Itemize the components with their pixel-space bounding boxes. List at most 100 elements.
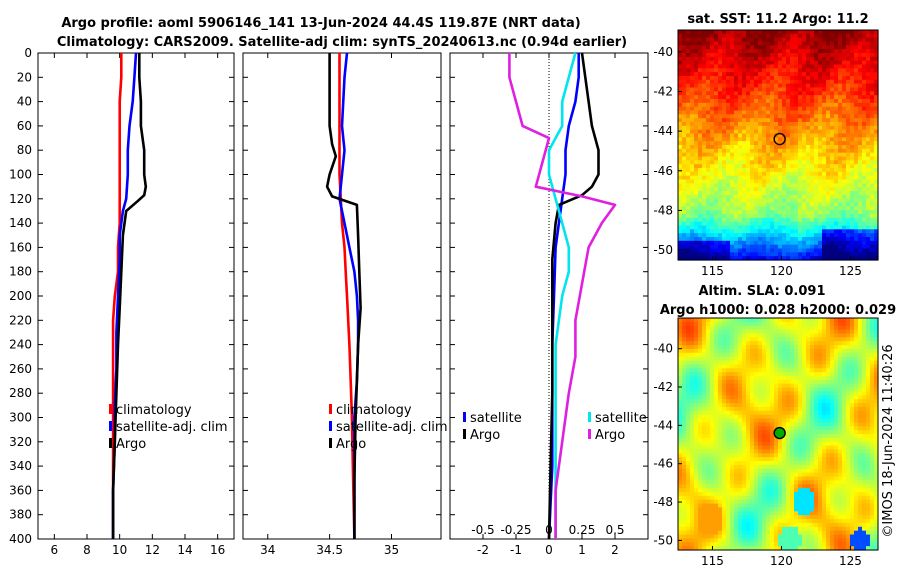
map-cell bbox=[782, 64, 787, 69]
map-cell bbox=[794, 171, 799, 177]
map-cell bbox=[730, 210, 735, 215]
map-cell bbox=[754, 360, 759, 365]
map-cell bbox=[790, 64, 795, 69]
map-cell bbox=[778, 125, 783, 131]
map-cell bbox=[794, 248, 799, 253]
map-cell bbox=[738, 49, 743, 54]
map-cell bbox=[738, 325, 743, 331]
map-cell bbox=[746, 345, 751, 350]
map-cell bbox=[730, 403, 735, 408]
map-cell bbox=[814, 403, 819, 408]
map-cell bbox=[790, 406, 795, 412]
map-cell bbox=[786, 368, 791, 373]
map-cell bbox=[734, 87, 739, 92]
map-cell bbox=[702, 164, 707, 169]
map-cell bbox=[770, 171, 775, 177]
map-cell bbox=[854, 72, 859, 77]
map-cell bbox=[758, 240, 763, 246]
map-cell bbox=[802, 72, 807, 77]
map-cell bbox=[754, 148, 759, 154]
map-cell bbox=[838, 37, 843, 43]
salinity-series-argo bbox=[325, 53, 362, 539]
map-cell bbox=[862, 194, 867, 200]
map-cell bbox=[710, 217, 715, 223]
map-cell bbox=[750, 395, 755, 400]
map-cell bbox=[694, 383, 699, 389]
map-cell bbox=[866, 83, 871, 89]
map-cell bbox=[774, 406, 779, 412]
map-cell bbox=[706, 30, 711, 35]
map-cell bbox=[702, 348, 707, 354]
map-cell bbox=[866, 91, 871, 96]
map-cell bbox=[798, 68, 803, 73]
map-cell bbox=[802, 60, 807, 66]
map-cell bbox=[746, 437, 751, 443]
map-cell bbox=[690, 145, 695, 150]
map-cell bbox=[838, 156, 843, 161]
map-cell bbox=[706, 387, 711, 393]
map-cell bbox=[682, 148, 687, 154]
map-cell bbox=[702, 129, 707, 135]
map-cell bbox=[734, 64, 739, 69]
map-cell bbox=[718, 160, 723, 165]
map-cell bbox=[718, 152, 723, 158]
map-cell bbox=[842, 183, 847, 188]
map-cell bbox=[682, 372, 687, 377]
map-cell bbox=[722, 372, 727, 377]
map-cell bbox=[862, 214, 867, 219]
map-cell bbox=[874, 95, 879, 100]
map-cell bbox=[830, 434, 835, 439]
map-cell bbox=[850, 426, 855, 431]
map-cell bbox=[738, 56, 743, 62]
map-cell bbox=[690, 87, 695, 92]
map-cell bbox=[826, 125, 831, 131]
map-cell bbox=[738, 129, 743, 135]
map-cell bbox=[722, 395, 727, 400]
map-cell bbox=[826, 376, 831, 381]
map-cell bbox=[834, 379, 839, 385]
map-cell bbox=[818, 133, 823, 138]
map-cell bbox=[778, 118, 783, 123]
map-cell bbox=[734, 422, 739, 427]
map-cell bbox=[754, 33, 759, 39]
map-cell bbox=[738, 148, 743, 154]
map-cell bbox=[802, 348, 807, 354]
map-cell bbox=[762, 237, 767, 242]
map-cell bbox=[810, 237, 815, 242]
map-cell bbox=[794, 137, 799, 142]
map-cell bbox=[710, 49, 715, 54]
map-cell bbox=[854, 352, 859, 358]
map-cell bbox=[722, 202, 727, 207]
legend-swatch bbox=[463, 429, 466, 439]
map-cell bbox=[766, 368, 771, 373]
map-cell bbox=[846, 395, 851, 400]
map-cell bbox=[734, 345, 739, 350]
map-cell bbox=[698, 403, 703, 408]
map-cell bbox=[822, 237, 827, 242]
map-cell bbox=[730, 37, 735, 43]
map-cell bbox=[826, 191, 831, 196]
map-cell bbox=[750, 406, 755, 412]
map-cell bbox=[762, 233, 767, 238]
map-cell bbox=[734, 437, 739, 443]
map-cell bbox=[870, 333, 875, 338]
map-cell bbox=[682, 345, 687, 350]
map-cell bbox=[810, 164, 815, 169]
map-cell bbox=[754, 341, 759, 346]
map-cell bbox=[702, 183, 707, 188]
map-cell bbox=[762, 391, 767, 396]
map-cell bbox=[818, 114, 823, 119]
map-cell bbox=[782, 214, 787, 219]
map-cell bbox=[858, 145, 863, 150]
map-cell bbox=[810, 194, 815, 200]
map-cell bbox=[866, 198, 871, 204]
map-cell bbox=[750, 148, 755, 154]
map-cell bbox=[726, 125, 731, 131]
map-cell bbox=[874, 79, 879, 85]
map-cell bbox=[702, 240, 707, 246]
map-cell bbox=[866, 399, 871, 404]
map-cell bbox=[702, 110, 707, 115]
map-cell bbox=[798, 194, 803, 200]
map-cell bbox=[870, 321, 875, 327]
map-cell bbox=[694, 102, 699, 108]
